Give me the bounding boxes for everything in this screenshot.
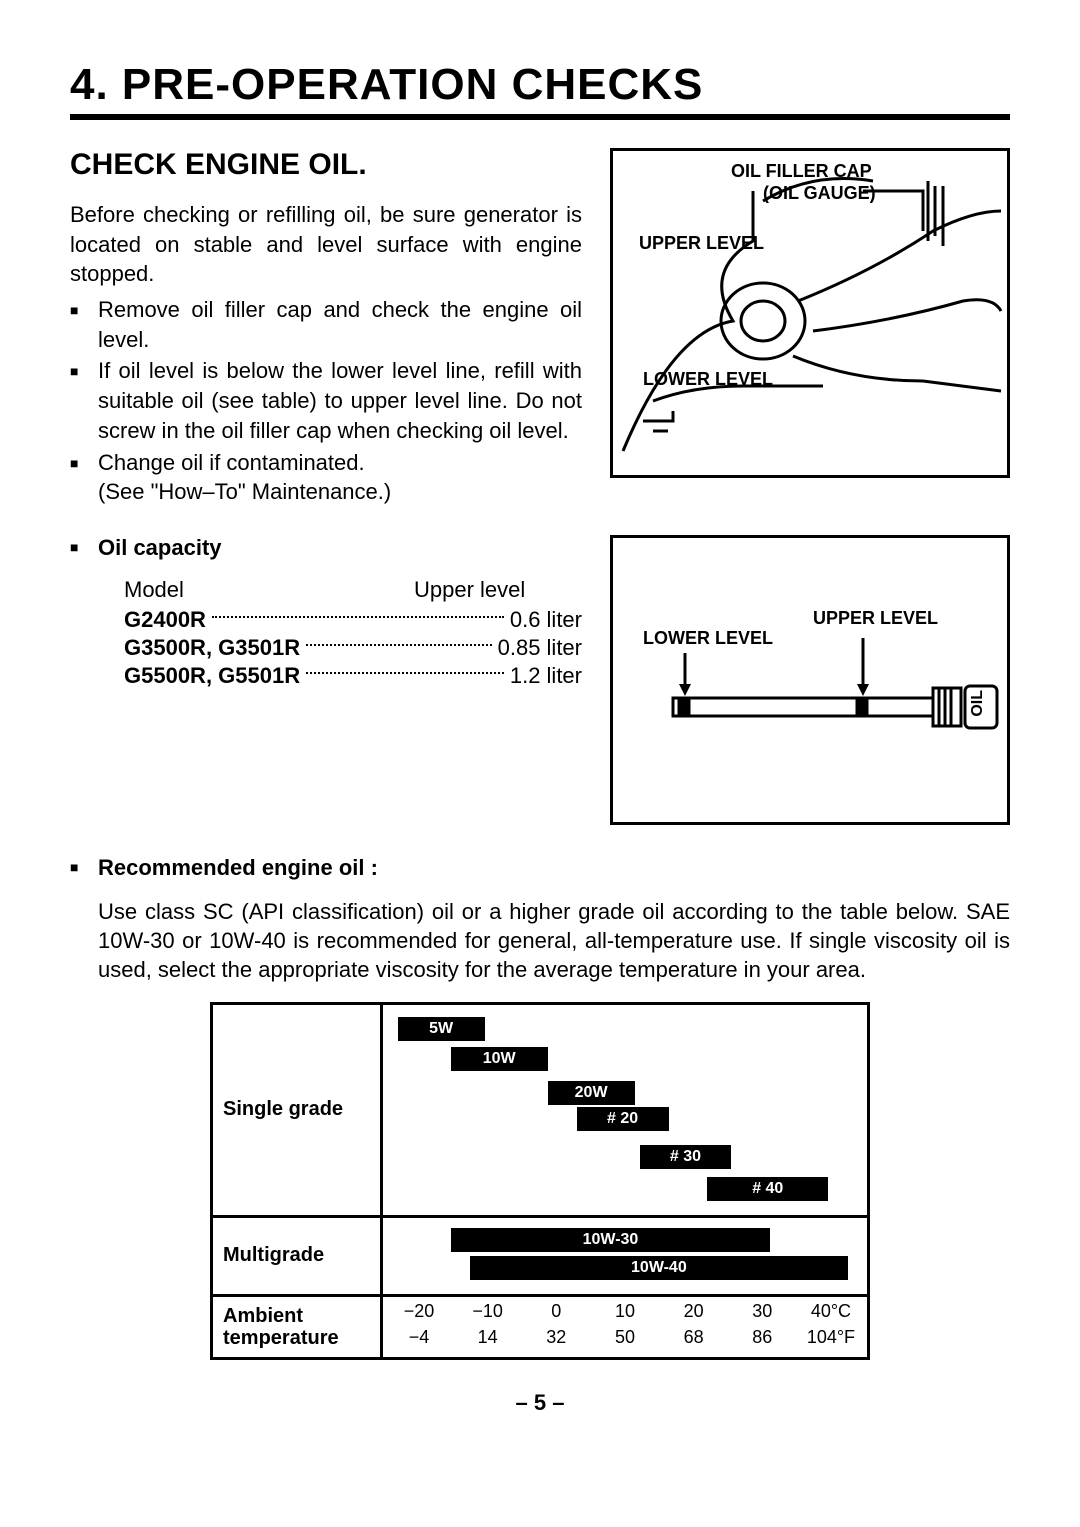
oil-viscosity-chart: Single grade 5W 10W20W# 20 # 30 # 40 Multig… xyxy=(210,1002,870,1360)
capacity-col-upper: Upper level xyxy=(414,577,525,603)
temp-c-value: 20 xyxy=(664,1301,724,1322)
capacity-col-model: Model xyxy=(124,577,324,603)
temp-c-value: 40°C xyxy=(801,1301,861,1322)
chart-label-single: Single grade xyxy=(213,1005,383,1215)
bullet-item: Remove oil filler cap and check the engi… xyxy=(98,295,582,354)
section-title: CHECK ENGINE OIL. xyxy=(70,148,582,182)
temp-c-value: −10 xyxy=(458,1301,518,1322)
viscosity-bar: 5W xyxy=(398,1017,485,1041)
dots xyxy=(306,672,504,674)
chart-row-temp: Ambient temperature −20 −10 0 10 20 30 40°C −4… xyxy=(213,1294,867,1357)
chart-body-single: 5W 10W20W# 20 # 30 # 40 xyxy=(383,1005,867,1215)
viscosity-bar: 20W xyxy=(548,1081,635,1105)
label-oil: OIL xyxy=(969,690,987,717)
viscosity-bar: 10W xyxy=(451,1047,548,1071)
chart-body-temp: −20 −10 0 10 20 30 40°C −4 14 32 50 68 86 104°F xyxy=(383,1297,867,1357)
viscosity-bar: 10W-30 xyxy=(451,1228,770,1252)
page-number: – 5 – xyxy=(70,1390,1010,1416)
capacity-value: 0.6 liter xyxy=(510,607,582,633)
capacity-row: G5500R, G5501R 1.2 liter xyxy=(124,663,582,689)
temp-scale-c: −20 −10 0 10 20 30 40°C xyxy=(383,1301,867,1322)
capacity-model: G3500R, G3501R xyxy=(124,635,300,661)
capacity-row: G3500R, G3501R 0.85 liter xyxy=(124,635,582,661)
temp-c-value: −20 xyxy=(389,1301,449,1322)
dots xyxy=(306,644,492,646)
temp-c-value: 10 xyxy=(595,1301,655,1322)
temp-scale-f: −4 14 32 50 68 86 104°F xyxy=(383,1327,867,1348)
capacity-header: Model Upper level xyxy=(124,577,582,603)
diagram-box-1: OIL FILLER CAP (OIL GAUGE) UPPER LEVEL L… xyxy=(610,148,1010,478)
oil-capacity-heading: Oil capacity xyxy=(70,535,582,561)
temp-f-value: 68 xyxy=(664,1327,724,1348)
label-lower-level-2: LOWER LEVEL xyxy=(643,628,773,649)
dots xyxy=(212,616,504,618)
top-row: CHECK ENGINE OIL. Before checking or ref… xyxy=(70,148,1010,509)
bullet-item: Change oil if contaminated. (See "How–To… xyxy=(98,448,582,507)
viscosity-bar: # 30 xyxy=(640,1145,732,1169)
diagram-svg-2 xyxy=(613,538,1007,822)
chart-row-single: Single grade 5W 10W20W# 20 # 30 # 40 xyxy=(213,1005,867,1215)
label-upper-level-2: UPPER LEVEL xyxy=(813,608,938,629)
diagram-box-2: LOWER LEVEL UPPER LEVEL OIL xyxy=(610,535,1010,825)
temp-c-value: 30 xyxy=(732,1301,792,1322)
temp-f-value: 50 xyxy=(595,1327,655,1348)
diagram-1: OIL FILLER CAP (OIL GAUGE) UPPER LEVEL L… xyxy=(610,148,1010,509)
intro-paragraph: Before checking or refilling oil, be sur… xyxy=(70,200,582,289)
temp-f-value: −4 xyxy=(389,1327,449,1348)
chart-label-temp: Ambient temperature xyxy=(213,1297,383,1357)
label-oil-filler-cap: OIL FILLER CAP xyxy=(731,161,872,182)
chart-body-multi: 10W-30 10W-40 xyxy=(383,1218,867,1294)
label-upper-level-1: UPPER LEVEL xyxy=(639,233,764,254)
label-oil-gauge: (OIL GAUGE) xyxy=(763,183,876,204)
temp-f-value: 14 xyxy=(458,1327,518,1348)
viscosity-bar: # 40 xyxy=(707,1177,828,1201)
chart-row-multi: Multigrade 10W-30 10W-40 xyxy=(213,1215,867,1294)
temp-f-value: 32 xyxy=(526,1327,586,1348)
capacity-value: 1.2 liter xyxy=(510,663,582,689)
bullet-list: Remove oil filler cap and check the engi… xyxy=(70,295,582,507)
capacity-value: 0.85 liter xyxy=(498,635,582,661)
chart-label-multi: Multigrade xyxy=(213,1218,383,1294)
temp-c-value: 0 xyxy=(526,1301,586,1322)
recommended-block: Recommended engine oil : Use class SC (A… xyxy=(70,855,1010,984)
chapter-title: 4. PRE-OPERATION CHECKS xyxy=(70,60,1010,120)
capacity-row: G2400R 0.6 liter xyxy=(124,607,582,633)
oil-capacity-block: Oil capacity Model Upper level G2400R 0.… xyxy=(70,535,582,825)
mid-row: Oil capacity Model Upper level G2400R 0.… xyxy=(70,535,1010,825)
capacity-table: Model Upper level G2400R 0.6 liter G3500… xyxy=(70,577,582,689)
text-column: CHECK ENGINE OIL. Before checking or ref… xyxy=(70,148,582,509)
temp-f-value: 86 xyxy=(732,1327,792,1348)
diagram-2: LOWER LEVEL UPPER LEVEL OIL xyxy=(610,535,1010,825)
viscosity-bar: 10W-40 xyxy=(470,1256,848,1280)
temp-f-value: 104°F xyxy=(801,1327,861,1348)
capacity-model: G2400R xyxy=(124,607,206,633)
capacity-model: G5500R, G5501R xyxy=(124,663,300,689)
label-lower-level-1: LOWER LEVEL xyxy=(643,369,773,390)
recommended-text: Use class SC (API classification) oil or… xyxy=(70,897,1010,984)
recommended-heading: Recommended engine oil : xyxy=(70,855,1010,881)
bullet-item: If oil level is below the lower level li… xyxy=(98,356,582,445)
viscosity-bar: # 20 xyxy=(577,1107,669,1131)
